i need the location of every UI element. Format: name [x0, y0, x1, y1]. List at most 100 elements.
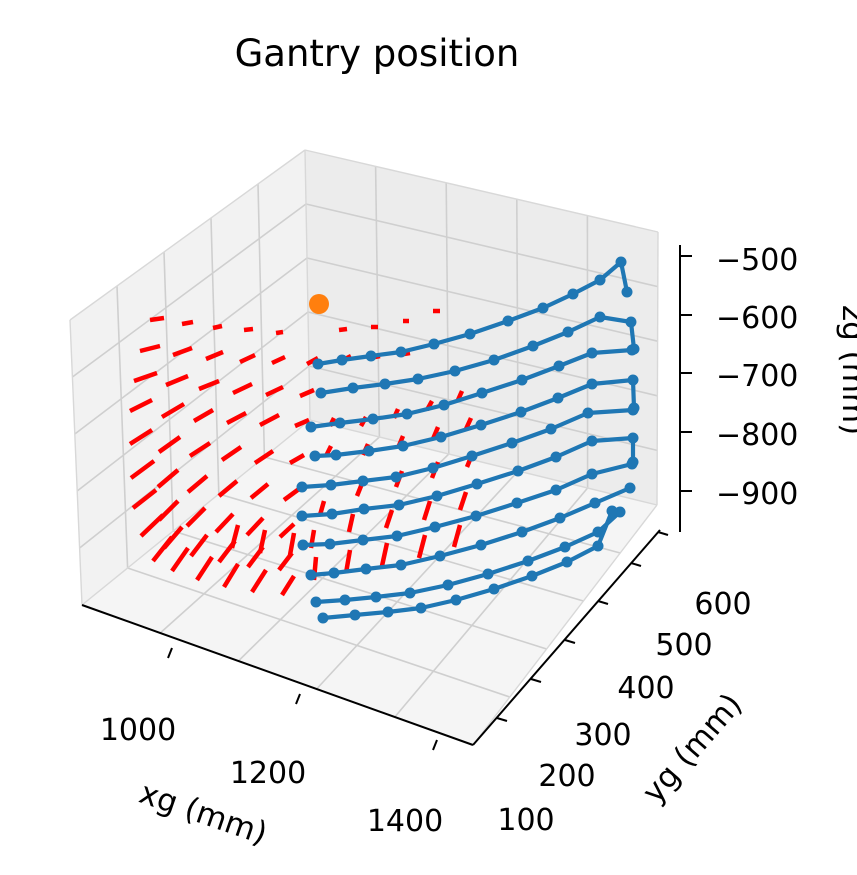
trajectory-point	[358, 535, 369, 546]
trajectory-point	[413, 374, 424, 385]
trajectory-point	[628, 375, 639, 386]
z-axis-label: zg (mm)	[835, 305, 857, 435]
trajectory-point	[396, 560, 407, 571]
trajectory-point	[546, 424, 557, 435]
trajectory-point	[391, 472, 402, 483]
y-tick-label: 500	[655, 628, 712, 663]
trajectory-point	[562, 557, 573, 568]
trajectory-point	[326, 480, 337, 491]
trajectory-point	[306, 422, 317, 433]
trajectory-point	[622, 287, 633, 298]
trajectory-point	[359, 504, 370, 515]
y-tick	[598, 601, 608, 604]
trajectory-point	[551, 485, 562, 496]
trajectory-point	[298, 540, 309, 551]
trajectory-point	[513, 466, 524, 477]
trajectory-point	[364, 446, 375, 457]
trajectory-point	[329, 568, 340, 579]
trajectory-point	[512, 498, 523, 509]
trajectory-point	[625, 483, 636, 494]
trajectory-point	[483, 569, 494, 580]
trajectory-point	[555, 513, 566, 524]
quiver-vector	[339, 329, 347, 330]
trajectory-point	[380, 379, 391, 390]
trajectory-point	[507, 438, 518, 449]
y-tick	[565, 640, 575, 643]
quiver-vector	[276, 332, 283, 333]
trajectory-point	[517, 527, 528, 538]
x-tick	[168, 648, 172, 658]
y-tick	[531, 679, 541, 682]
trajectory-point	[337, 355, 348, 366]
trajectory-point	[396, 347, 407, 358]
z-tick-label: −600	[716, 301, 798, 336]
trajectory-point	[436, 432, 447, 443]
trajectory-point	[316, 388, 327, 399]
z-tick-label: −700	[716, 359, 798, 394]
z-tick-label: −800	[716, 418, 798, 453]
trajectory-point	[325, 539, 336, 550]
trajectory-point	[595, 312, 606, 323]
trajectory-point	[405, 588, 416, 599]
origin-marker-group	[309, 294, 329, 314]
y-tick	[658, 532, 668, 535]
trajectory-point	[443, 580, 454, 591]
trajectory-point	[451, 595, 462, 606]
trajectory-point	[439, 400, 450, 411]
trajectory-point	[503, 316, 514, 327]
quiver-vector	[213, 326, 222, 328]
x-tick-label: 1400	[367, 804, 443, 839]
trajectory-point	[371, 592, 382, 603]
trajectory-point	[560, 542, 571, 553]
trajectory-point	[627, 345, 638, 356]
trajectory-point	[348, 383, 359, 394]
trajectory-point	[477, 388, 488, 399]
y-tick-label: 100	[497, 803, 554, 838]
trajectory-point	[607, 506, 618, 517]
x-tick-label: 1200	[230, 756, 306, 791]
trajectory-point	[590, 498, 601, 509]
trajectory-point	[472, 479, 483, 490]
trajectory-point	[587, 469, 598, 480]
trajectory-point	[583, 408, 594, 419]
trajectory-point	[358, 476, 369, 487]
trajectory-point	[528, 341, 539, 352]
trajectory-point	[568, 289, 579, 300]
trajectory-point	[587, 379, 598, 390]
trajectory-point	[554, 361, 565, 372]
y-tick-label: 600	[694, 587, 751, 622]
y-tick-label: 200	[538, 759, 595, 794]
trajectory-point	[489, 584, 500, 595]
trajectory-point	[350, 610, 361, 621]
trajectory-point	[563, 327, 574, 338]
quiver-vector	[182, 322, 193, 324]
trajectory-point	[538, 303, 549, 314]
trajectory-point	[331, 450, 342, 461]
trajectory-point	[595, 275, 606, 286]
trajectory-point	[516, 407, 527, 418]
trajectory-point	[366, 351, 377, 362]
trajectory-point	[430, 522, 441, 533]
trajectory-point	[476, 540, 487, 551]
trajectory-point	[627, 459, 638, 470]
trajectory-point	[394, 500, 405, 511]
trajectory-point	[306, 570, 317, 581]
y-tick	[631, 563, 641, 566]
trajectory-point	[476, 420, 487, 431]
trajectory-point	[297, 511, 308, 522]
trajectory-point	[587, 436, 598, 447]
trajectory-point	[523, 556, 534, 567]
trajectory-point	[527, 571, 538, 582]
trajectory-point	[297, 482, 308, 493]
trajectory-point	[311, 597, 322, 608]
z-tick-label: −500	[716, 243, 798, 278]
trajectory-point	[310, 451, 321, 462]
origin-marker	[309, 294, 329, 314]
trajectory-point	[517, 375, 528, 386]
trajectory-point	[416, 603, 427, 614]
trajectory-point	[551, 452, 562, 463]
trajectory-point	[467, 451, 478, 462]
trajectory-point	[318, 613, 329, 624]
trajectory-point	[361, 564, 372, 575]
